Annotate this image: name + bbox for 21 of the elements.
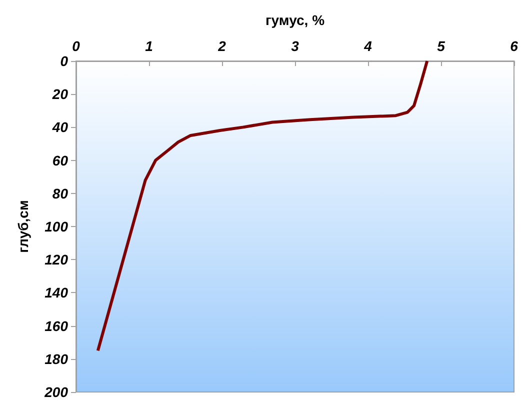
line-series	[96, 60, 429, 352]
y-tick-label: 100	[44, 218, 68, 234]
x-tick-label: 2	[217, 38, 226, 54]
x-tick-label: 3	[291, 38, 300, 54]
y-tick-label: 180	[44, 350, 68, 367]
y-tick-label: 0	[60, 53, 68, 69]
x-tick-label: 0	[72, 38, 80, 54]
y-tick-label: 120	[44, 252, 68, 268]
y-tick-label: 60	[52, 152, 68, 168]
y-tick-label: 40	[51, 119, 68, 136]
y-axis-title: глуб,см	[15, 200, 31, 253]
y-tick-label: 200	[44, 384, 68, 400]
x-tick-label: 5	[437, 38, 446, 54]
x-axis-title: гумус, %	[265, 12, 326, 28]
x-tick-label: 6	[510, 38, 518, 54]
y-tick-label: 20	[51, 86, 68, 102]
x-tick-label: 1	[145, 38, 154, 54]
y-tick-label: 160	[44, 318, 68, 334]
x-tick-label: 4	[363, 38, 372, 54]
y-tick-label: 80	[52, 185, 68, 202]
y-tick-label: 140	[44, 284, 68, 301]
